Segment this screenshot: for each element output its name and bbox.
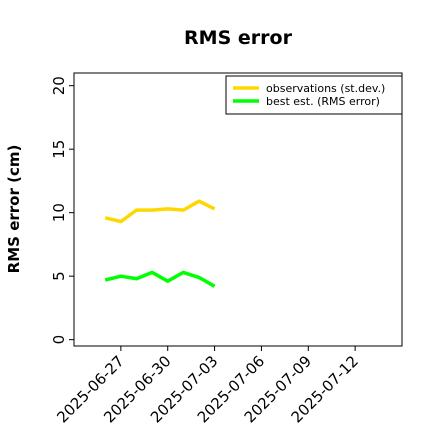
- legend-box: [225, 75, 403, 115]
- plot-area: [73, 72, 403, 347]
- legend-label-observations: observations (st.dev.): [266, 82, 385, 95]
- y-tick-label: 10: [50, 203, 68, 222]
- legend-label-best-estimate: best est. (RMS error): [266, 95, 380, 108]
- y-tick-label: 15: [50, 140, 68, 159]
- series-line-observations: [104, 199, 216, 224]
- y-tick-label: 5: [50, 271, 68, 281]
- y-axis-label: RMS error (cm): [5, 145, 23, 274]
- legend: observations (st.dev.) best est. (RMS er…: [225, 75, 403, 115]
- series-line-best-estimate: [104, 270, 216, 288]
- series-lines: [104, 199, 216, 288]
- chart-title: RMS error: [184, 27, 293, 49]
- y-tick-label: 0: [50, 335, 68, 345]
- y-tick-label: 20: [50, 76, 68, 95]
